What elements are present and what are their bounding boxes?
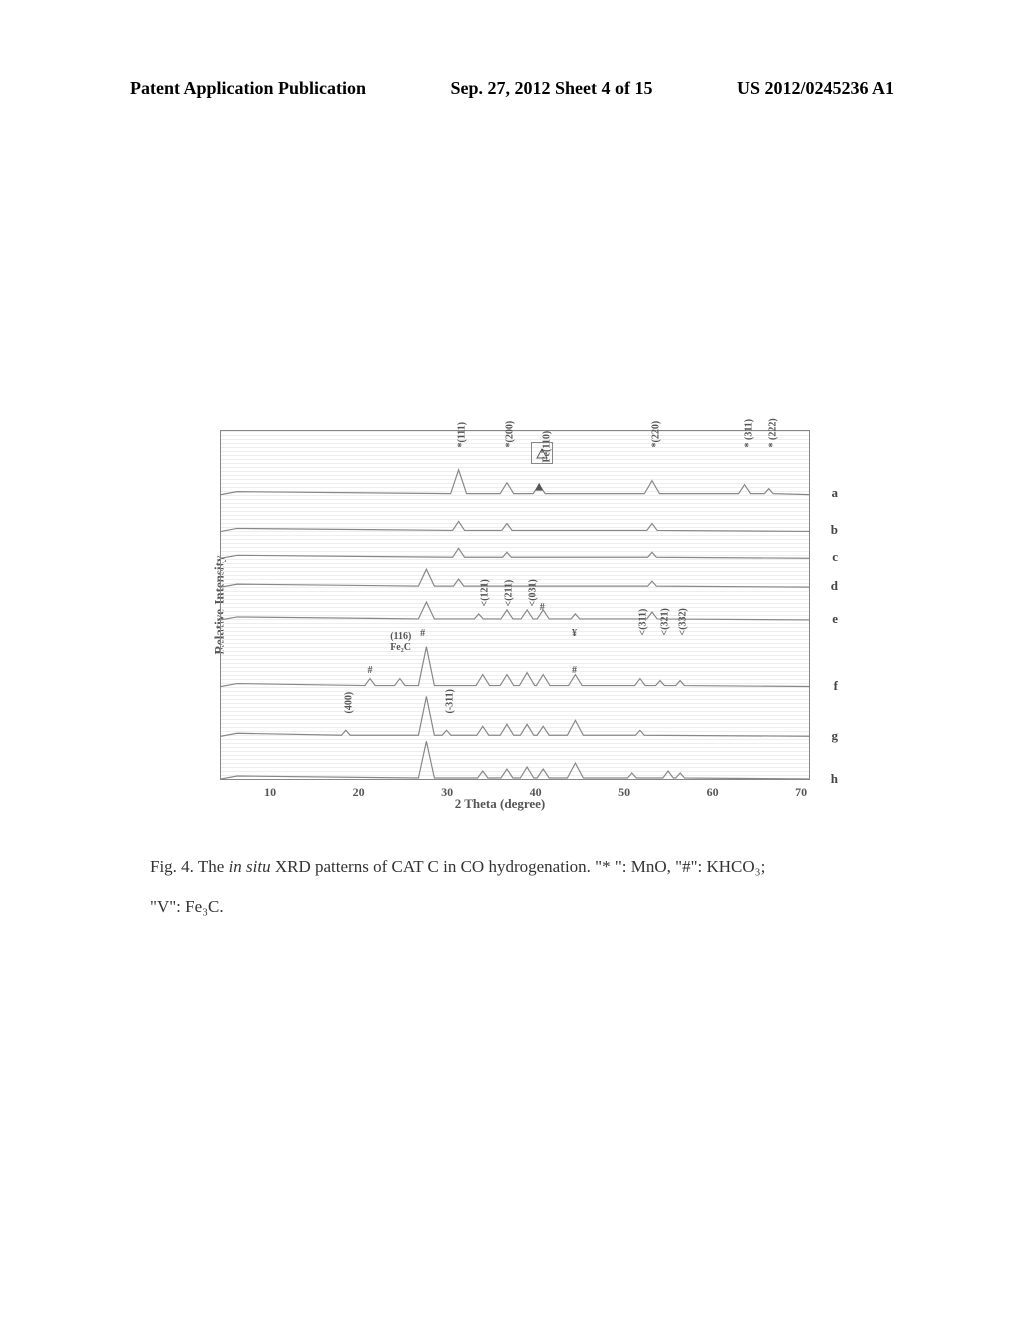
x-tick-60: 60 (707, 785, 719, 800)
figure-caption: Fig. 4. The in situ XRD patterns of CAT … (150, 850, 870, 924)
peak-label: * (222) (767, 418, 778, 447)
caption-italic: in situ (229, 857, 271, 876)
chart-plot-area (220, 430, 810, 780)
peak-label: *(220) (650, 421, 661, 448)
peak-label: <(121) (480, 579, 491, 606)
legend-box (531, 442, 553, 464)
x-tick-30: 30 (441, 785, 453, 800)
trace-label-a: a (832, 485, 839, 501)
caption-rest: XRD patterns of CAT C in CO hydrogenatio… (271, 857, 766, 876)
trace-f (221, 647, 809, 687)
chart-svg (221, 431, 809, 779)
trace-e (221, 602, 809, 620)
peak-label: <(311) (637, 609, 648, 636)
peak-label: (400) (344, 692, 355, 714)
x-tick-20: 20 (353, 785, 365, 800)
peak-label: *(200) (505, 421, 516, 448)
peak-label: # (368, 665, 373, 676)
trace-d (221, 569, 809, 587)
trace-label-g: g (832, 728, 839, 744)
peak-label: <(332) (678, 608, 689, 635)
peak-label: # (572, 665, 577, 676)
trace-label-e: e (832, 611, 838, 627)
peak-label: <(031) (527, 579, 538, 606)
peak-label: * (311) (743, 419, 754, 448)
header-left: Patent Application Publication (130, 78, 366, 99)
trace-label-b: b (831, 522, 838, 538)
caption-line-2: "V": Fe₃C. (150, 890, 870, 924)
peak-label: (116)Fe₂C (390, 631, 411, 653)
trace-label-d: d (831, 578, 838, 594)
peak-label: *(111) (456, 422, 467, 448)
caption-prefix: Fig. 4. The (150, 857, 229, 876)
trace-h (221, 741, 809, 779)
triangle-marker (535, 483, 543, 491)
trace-label-c: c (832, 549, 838, 565)
header-center: Sep. 27, 2012 Sheet 4 of 15 (451, 78, 653, 99)
x-tick-40: 40 (530, 785, 542, 800)
xrd-chart: Relative-Intensity 2 Theta (degree) 1020… (180, 400, 820, 810)
x-tick-10: 10 (264, 785, 276, 800)
header-right: US 2012/0245236 A1 (737, 78, 894, 99)
trace-label-f: f (834, 678, 838, 694)
caption-line-1: Fig. 4. The in situ XRD patterns of CAT … (150, 850, 870, 884)
peak-label: <(321) (659, 608, 670, 635)
trace-b (221, 521, 809, 531)
trace-g (221, 696, 809, 736)
trace-a (221, 470, 809, 495)
x-tick-70: 70 (795, 785, 807, 800)
peak-label: # (540, 602, 545, 613)
peak-label: (-311) (444, 689, 455, 713)
trace-c (221, 548, 809, 558)
peak-label: <(211) (504, 580, 515, 607)
x-tick-50: 50 (618, 785, 630, 800)
peak-label: ¥ (572, 628, 577, 639)
trace-label-h: h (831, 771, 838, 787)
page-header: Patent Application Publication Sep. 27, … (0, 78, 1024, 99)
peak-label: # (420, 628, 425, 639)
